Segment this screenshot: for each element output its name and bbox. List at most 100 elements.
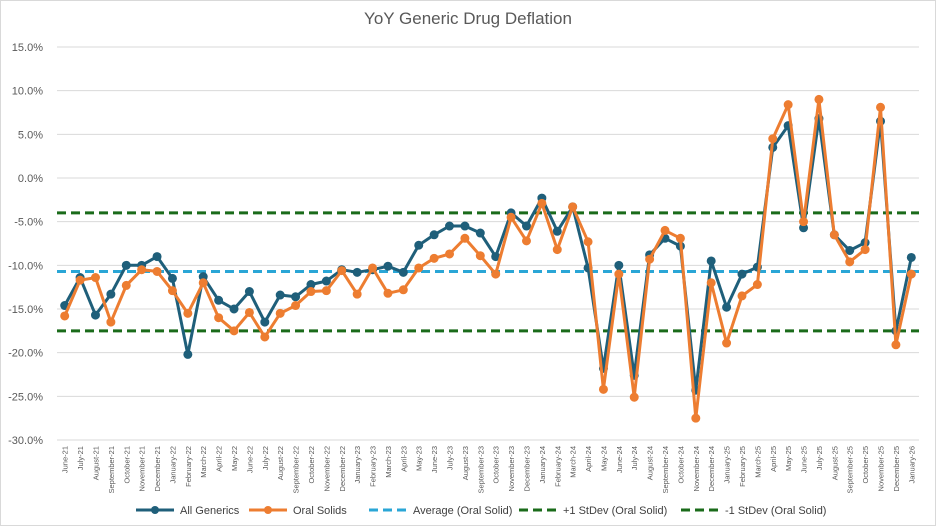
x-tick-label: April-23 <box>399 446 408 472</box>
data-point <box>845 257 855 267</box>
x-tick-label: October-24 <box>676 446 685 484</box>
x-tick-label: May-23 <box>415 446 424 471</box>
y-tick-label: 10.0% <box>12 86 43 98</box>
data-point <box>614 269 624 279</box>
x-tick-label: February-24 <box>553 446 562 487</box>
x-tick-label: November-22 <box>322 446 331 491</box>
x-tick-label: December-23 <box>522 446 531 491</box>
legend-label: Oral Solids <box>293 505 347 517</box>
data-point <box>275 290 285 300</box>
data-point <box>876 102 886 112</box>
x-tick-label: October-25 <box>861 446 870 484</box>
x-tick-label: June-21 <box>61 446 70 473</box>
data-point <box>768 134 778 144</box>
x-tick-label: March-23 <box>384 446 393 478</box>
data-point <box>706 278 716 288</box>
x-tick-label: August-22 <box>276 446 285 480</box>
data-point <box>183 349 193 359</box>
data-point <box>244 307 254 317</box>
x-tick-label: January-25 <box>723 446 732 484</box>
data-point <box>598 384 608 394</box>
data-point <box>414 263 424 273</box>
data-point <box>460 221 470 231</box>
x-tick-label: July-24 <box>630 446 639 470</box>
x-tick-label: June-23 <box>430 446 439 473</box>
data-point <box>106 289 116 299</box>
data-point <box>229 326 239 336</box>
y-tick-label: -30.0% <box>8 435 43 447</box>
data-point <box>90 273 100 283</box>
y-axis: 15.0% 10.0% 5.0% 0.0% -5.0% -10.0% -15.0% -20.0… <box>8 42 43 447</box>
data-point <box>722 302 732 312</box>
data-point <box>629 392 639 402</box>
chart-title: YoY Generic Drug Deflation <box>364 9 572 28</box>
y-tick-label: -15.0% <box>8 304 43 316</box>
data-point <box>137 265 147 275</box>
legend-label: +1 StDev (Oral Solid) <box>563 505 667 517</box>
x-tick-label: November-25 <box>877 446 886 491</box>
x-tick-label: September-23 <box>476 446 485 494</box>
x-tick-label: December-25 <box>892 446 901 491</box>
x-tick-label: July-21 <box>76 446 85 470</box>
data-point <box>368 263 378 273</box>
x-tick-label: October-23 <box>492 446 501 484</box>
data-point <box>152 266 162 276</box>
data-point <box>829 230 839 240</box>
x-tick-label: January-26 <box>907 446 916 484</box>
data-point <box>506 212 516 222</box>
data-point <box>814 94 824 104</box>
x-tick-label: July-22 <box>261 446 270 470</box>
data-point <box>737 291 747 301</box>
data-point <box>521 236 531 246</box>
x-tick-label: May-22 <box>230 446 239 471</box>
data-point <box>660 225 670 235</box>
data-point <box>383 261 393 271</box>
data-point <box>445 221 455 231</box>
data-point <box>475 251 485 261</box>
data-point <box>491 269 501 279</box>
data-point <box>183 308 193 318</box>
x-tick-label: June-24 <box>615 446 624 473</box>
y-tick-label: 5.0% <box>18 129 43 141</box>
x-tick-label: November-23 <box>507 446 516 491</box>
x-tick-label: February-25 <box>738 446 747 487</box>
x-tick-label: July-25 <box>815 446 824 470</box>
x-tick-label: December-24 <box>707 446 716 491</box>
legend-label: Average (Oral Solid) <box>413 505 512 517</box>
data-point <box>229 304 239 314</box>
data-point <box>198 278 208 288</box>
y-tick-label: -20.0% <box>8 348 43 360</box>
data-point <box>214 295 224 305</box>
data-point <box>152 252 162 262</box>
data-point <box>706 256 716 266</box>
data-point <box>906 252 916 262</box>
x-tick-label: September-22 <box>292 446 301 494</box>
data-point <box>167 286 177 296</box>
legend-marker <box>151 506 159 514</box>
data-point <box>552 245 562 255</box>
data-point <box>891 340 901 350</box>
data-point <box>291 301 301 311</box>
x-tick-label: January-23 <box>353 446 362 484</box>
data-point <box>291 292 301 302</box>
data-point <box>306 287 316 297</box>
data-point <box>860 245 870 255</box>
x-tick-label: August-23 <box>461 446 470 480</box>
x-tick-label: December-21 <box>153 446 162 491</box>
data-point <box>398 267 408 277</box>
x-tick-label: July-23 <box>446 446 455 470</box>
data-point <box>691 413 701 423</box>
data-point <box>737 269 747 279</box>
x-tick-label: May-25 <box>784 446 793 471</box>
data-point <box>75 275 85 285</box>
data-point <box>352 289 362 299</box>
data-point <box>337 266 347 276</box>
x-tick-label: February-23 <box>369 446 378 487</box>
data-point <box>445 249 455 259</box>
data-point <box>321 276 331 286</box>
data-point <box>383 288 393 298</box>
x-axis: June-21 July-21 August-21 September-21 Octob… <box>61 446 917 494</box>
data-point <box>60 311 70 321</box>
data-point <box>906 269 916 279</box>
x-tick-label: May-24 <box>599 446 608 471</box>
